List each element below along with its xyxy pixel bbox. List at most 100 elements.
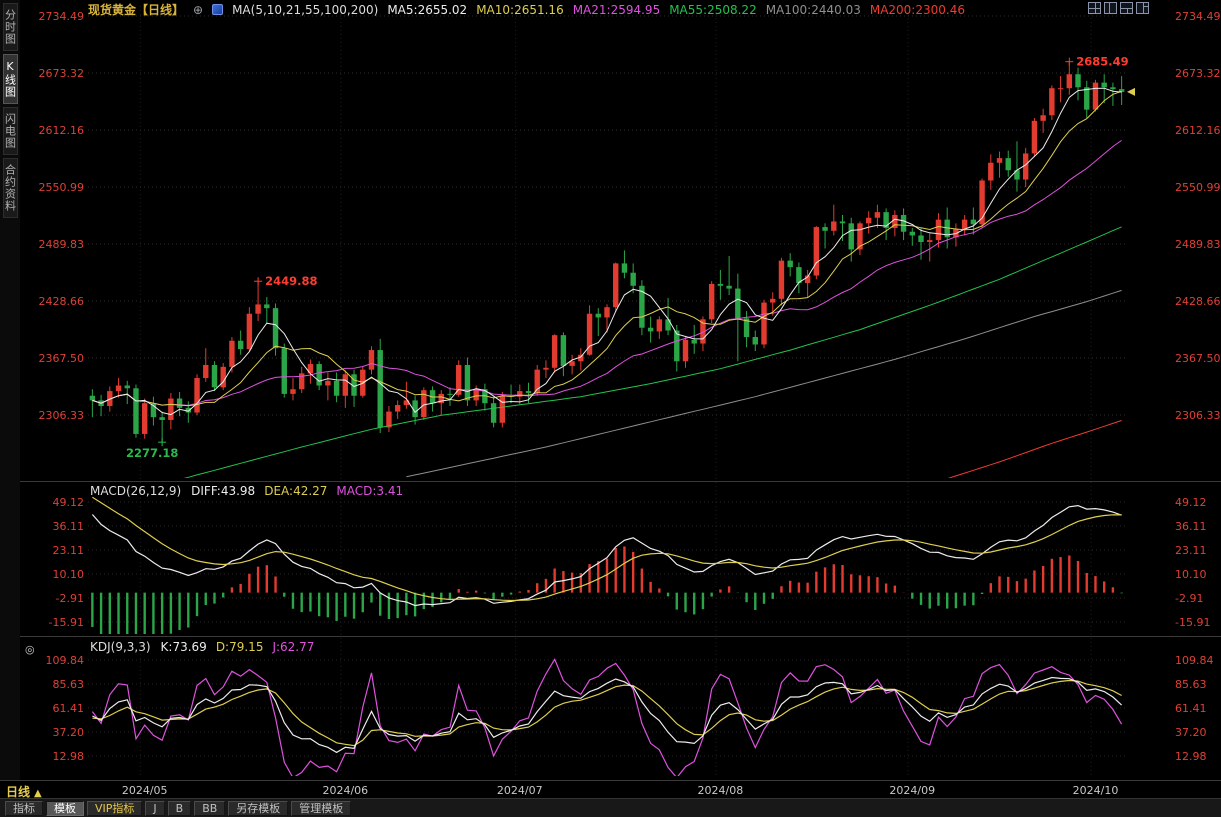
add-overlay-icon[interactable]: ⊕	[193, 2, 204, 17]
kdj-value: J:62.77	[272, 640, 315, 654]
sidebar-tab-kline-chart[interactable]: K线图	[2, 54, 18, 104]
ma-lines	[92, 87, 1122, 478]
macd-value: MACD:3.41	[336, 484, 404, 498]
kdj-axis-label: 61.41	[52, 702, 85, 715]
period-label: 日线	[6, 785, 31, 799]
layout-split-vertical-icon[interactable]	[1104, 2, 1117, 14]
ma-value: MA5:2655.02	[387, 2, 468, 17]
candlesticks	[89, 61, 1125, 443]
ma-value: MA200:2300.46	[869, 2, 965, 17]
kdj-plot	[91, 657, 1123, 776]
bottom-tab-template[interactable]: 模板	[46, 800, 84, 816]
price-axis-label: 2550.99	[38, 181, 85, 194]
kdj-axis-label: 109.84	[45, 654, 85, 667]
kdj-axis-label: 109.84	[1175, 654, 1214, 667]
price-axis-label: 2428.66	[1175, 295, 1221, 308]
bottom-tab-save-template[interactable]: 另存模板	[228, 800, 289, 816]
svg-text:2449.88: 2449.88	[265, 274, 317, 288]
macd-plot	[91, 496, 1123, 634]
layout-grid-icon[interactable]	[1088, 2, 1101, 14]
macd-axis-label: -15.91	[1175, 616, 1211, 629]
macd-value: DIFF:43.98	[191, 484, 256, 498]
kdj-axis-label: 85.63	[1175, 677, 1207, 691]
price-axis-label: 2489.83	[1175, 237, 1221, 251]
ma-value: MA21:2594.95	[572, 2, 661, 17]
kdj-title: KDJ(9,3,3)	[90, 640, 151, 654]
x-axis-label: 2024/10	[1072, 784, 1119, 797]
macd-axis-label: -15.91	[48, 616, 84, 629]
bottom-tab-bb[interactable]: BB	[194, 800, 226, 816]
price-axis-label: 2367.50	[1175, 351, 1221, 365]
svg-text:2685.49: 2685.49	[1076, 55, 1128, 69]
macd-pane-header: MACD(26,12,9) DIFF:43.98 DEA:42.27 MACD:3.…	[90, 484, 403, 498]
svg-text:2277.18: 2277.18	[126, 446, 178, 460]
kdj-value: K:73.69	[160, 640, 207, 654]
macd-axis-label: -2.91	[1175, 592, 1204, 605]
kdj-axis-label: 37.20	[1175, 725, 1207, 739]
chart-region: 2685.49 2449.88 2277.18 现货黄金【日线】 ⊕ MA(5,10…	[20, 0, 1221, 780]
sidebar-tab-contract-info[interactable]: 合约资料	[2, 158, 18, 218]
price-axis-label: 2428.66	[38, 295, 85, 308]
price-axis-label: 2734.49	[38, 10, 85, 23]
left-sidebar: 分时图 K线图闪电图合约资料	[0, 0, 20, 780]
macd-axis-label: 49.12	[1175, 496, 1207, 509]
bottom-tab-indicator[interactable]: 指标	[5, 800, 43, 816]
layout-toolbar	[1088, 2, 1149, 14]
kdj-value: D:79.15	[215, 640, 264, 654]
indicator-settings-icon[interactable]: ◎	[25, 643, 35, 656]
macd-axis-label: 10.10	[52, 568, 85, 581]
price-axis-label: 2673.32	[38, 67, 85, 80]
grid-lines	[20, 6, 1221, 776]
kdj-axis-label: 12.98	[52, 750, 85, 763]
macd-value: DEA:42.27	[264, 484, 328, 498]
macd-axis-label: 23.11	[52, 543, 85, 557]
bottom-tab-bar: 指标 模板 VIP指标 J B BB 另存模板 管理模板	[0, 798, 1221, 817]
price-axis-label: 2306.33	[38, 409, 85, 422]
ma-values: MA5:2655.02 MA10:2651.16 MA21:2594.95 MA55:…	[387, 3, 965, 17]
sidebar-tab-time-chart[interactable]: 分时图	[2, 3, 18, 51]
x-axis-row: 日线 ▲ 2024/05 2024/06 2024/07 2024/08 2024/09 2…	[0, 780, 1221, 800]
up-arrow-icon: ▲	[34, 788, 42, 799]
kdj-pane-header: KDJ(9,3,3) K:73.69 D:79.15 J:62.77	[90, 640, 314, 654]
x-axis-label: 2024/08	[697, 784, 744, 797]
macd-values: DIFF:43.98 DEA:42.27 MACD:3.41	[191, 484, 403, 498]
period-selector[interactable]: 日线 ▲	[6, 783, 42, 800]
bottom-tab-j[interactable]: J	[145, 800, 165, 816]
layout-mixed-icon[interactable]	[1136, 2, 1149, 14]
price-axis-label: 2489.83	[38, 237, 85, 251]
sidebar-tab-flash-chart[interactable]: 闪电图	[2, 107, 18, 155]
bottom-tab-manage-template[interactable]: 管理模板	[291, 800, 352, 816]
price-axis-label: 2612.16	[1175, 123, 1221, 137]
price-axis-label: 2367.50	[38, 351, 85, 365]
macd-axis-label: 49.12	[52, 496, 85, 509]
price-axis-label: 2306.33	[1175, 409, 1221, 422]
x-axis-label: 2024/05	[121, 784, 168, 797]
macd-axis-label: -2.91	[55, 592, 84, 605]
layout-split-horizontal-icon[interactable]	[1120, 2, 1133, 14]
kdj-axis-label: 61.41	[1175, 702, 1207, 715]
macd-axis-label: 36.11	[52, 520, 85, 533]
x-axis-label: 2024/06	[322, 784, 369, 797]
indicator-icon[interactable]	[212, 4, 224, 15]
price-axis-label: 2673.32	[1175, 67, 1221, 80]
chart-canvas[interactable]: 2685.49 2449.88 2277.18	[20, 0, 1221, 780]
price-axis-label: 2550.99	[1175, 181, 1221, 194]
price-pane-header: 现货黄金【日线】 ⊕ MA(5,10,21,55,100,200) MA5:26…	[88, 1, 965, 18]
ma-value: MA100:2440.03	[765, 2, 861, 17]
macd-axis-label: 10.10	[1175, 568, 1207, 581]
x-axis-label: 2024/07	[496, 784, 543, 797]
ma-settings-label: MA(5,10,21,55,100,200)	[232, 2, 379, 17]
macd-axis-label: 36.11	[1175, 520, 1207, 533]
bottom-tab-b[interactable]: B	[167, 800, 192, 816]
price-annotations: 2685.49 2449.88 2277.18	[126, 55, 1135, 460]
ma-value: MA10:2651.16	[476, 2, 564, 17]
price-axis-label: 2734.49	[1175, 10, 1221, 23]
bottom-tab-vip-indicator[interactable]: VIP指标	[87, 800, 143, 816]
kdj-axis-label: 12.98	[1175, 750, 1207, 763]
last-price-marker	[1127, 87, 1135, 96]
macd-axis-label: 23.11	[1175, 543, 1207, 557]
kdj-values: K:73.69 D:79.15 J:62.77	[161, 640, 315, 654]
kdj-axis-label: 85.63	[52, 677, 85, 691]
symbol-title: 现货黄金【日线】	[88, 3, 185, 17]
